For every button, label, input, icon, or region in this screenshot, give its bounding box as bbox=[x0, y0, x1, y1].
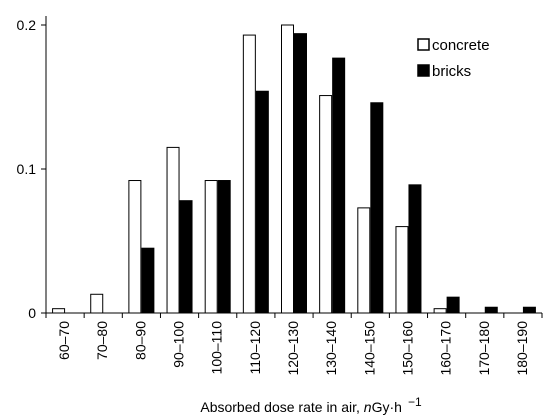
bar-concrete bbox=[90, 293, 104, 314]
legend-swatch-bricks bbox=[417, 64, 430, 77]
x-tick-label: 110–120 bbox=[247, 321, 263, 375]
x-tick-label: 100–110 bbox=[209, 321, 225, 375]
x-tick-label: 90–100 bbox=[171, 321, 187, 368]
bar-bricks bbox=[484, 306, 498, 314]
y-tick-label: 0 bbox=[28, 305, 36, 321]
bar-concrete bbox=[242, 34, 256, 314]
x-axis-title-prefix: Absorbed dose rate in air, bbox=[200, 399, 363, 415]
x-tick-label: 130–140 bbox=[323, 321, 339, 376]
bar-bricks bbox=[217, 180, 231, 314]
y-tick-label: 0.2 bbox=[17, 17, 37, 33]
x-tick-label: 180–190 bbox=[514, 321, 530, 376]
bars bbox=[52, 24, 536, 314]
bar-bricks bbox=[446, 296, 460, 314]
y-tick-label: 0.1 bbox=[17, 161, 37, 177]
bar-bricks bbox=[408, 184, 422, 314]
bar-bricks bbox=[370, 102, 384, 314]
bar-bricks bbox=[179, 200, 193, 314]
bar-bricks bbox=[294, 33, 307, 314]
x-tick-label: 80–90 bbox=[132, 321, 148, 360]
bar-bricks bbox=[141, 247, 155, 314]
x-tick-label: 160–170 bbox=[438, 321, 454, 376]
bar-concrete bbox=[204, 180, 218, 314]
bar-concrete bbox=[166, 146, 180, 314]
x-axis-title: Absorbed dose rate in air, nGy·h −1 bbox=[200, 395, 422, 415]
x-tick-label: 70–80 bbox=[94, 321, 110, 360]
bar-concrete bbox=[281, 24, 294, 314]
x-axis-title-exponent: −1 bbox=[408, 395, 422, 409]
x-axis: 60–70 70–80 80–90 90–100 100–110 110–120 120–1… bbox=[45, 312, 543, 376]
bar-concrete bbox=[319, 95, 333, 314]
bar-concrete bbox=[395, 226, 409, 314]
x-tick-label: 140–150 bbox=[361, 321, 377, 376]
bar-concrete bbox=[52, 308, 66, 314]
legend-label-bricks: bricks bbox=[432, 63, 471, 80]
x-axis-title-n: n bbox=[364, 399, 372, 415]
bar-bricks bbox=[332, 57, 346, 314]
x-tick-label: 170–180 bbox=[476, 321, 492, 376]
legend-label-concrete: concrete bbox=[432, 37, 490, 54]
y-axis: 0 0.1 0.2 bbox=[17, 16, 47, 321]
x-axis-title-unit: Gy·h bbox=[372, 399, 402, 415]
legend-swatch-concrete bbox=[417, 38, 430, 51]
bar-bricks bbox=[255, 90, 269, 314]
x-tick-label: 60–70 bbox=[56, 321, 72, 360]
bar-concrete bbox=[357, 207, 371, 314]
bar-concrete bbox=[433, 308, 447, 314]
x-tick-label: 120–130 bbox=[285, 321, 301, 376]
legend: concrete bricks bbox=[417, 37, 490, 80]
bar-bricks bbox=[522, 306, 536, 314]
bar-concrete bbox=[128, 180, 142, 314]
x-tick-label: 150–160 bbox=[399, 321, 415, 376]
